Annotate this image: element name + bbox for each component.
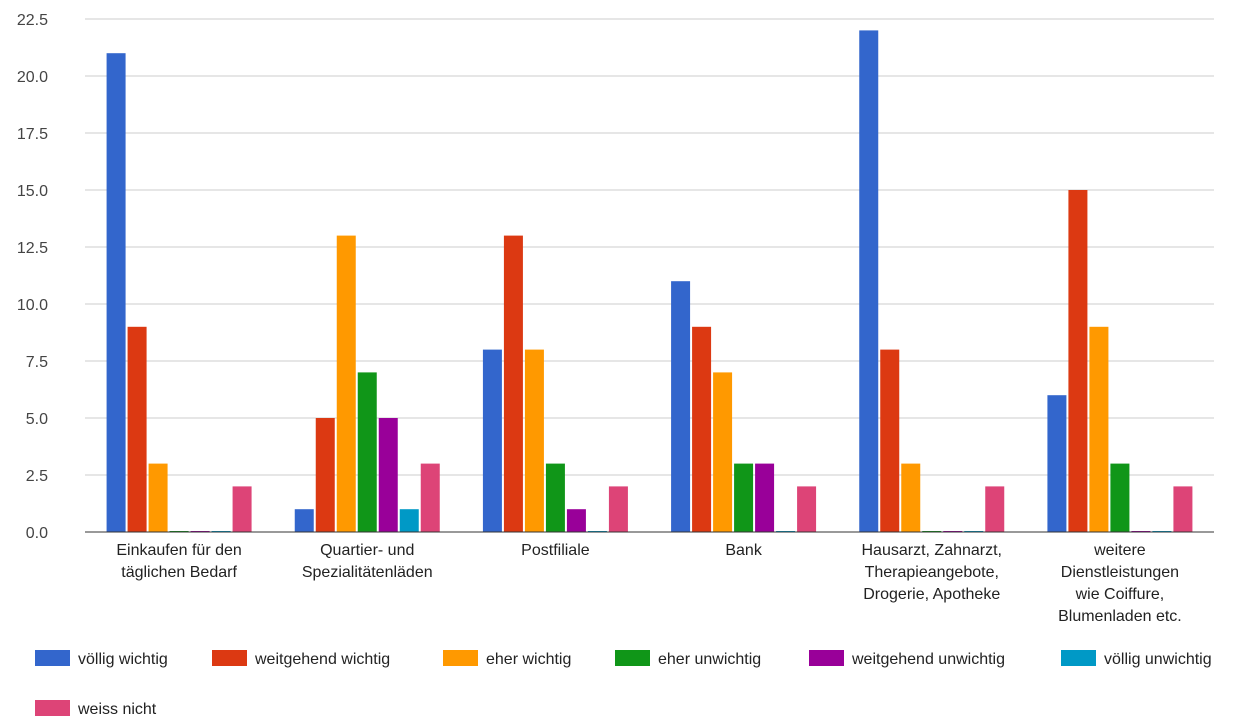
bar (294, 509, 314, 532)
bar (859, 30, 879, 533)
bar (336, 235, 356, 532)
y-tick-label: 12.5 (17, 240, 48, 257)
legend-swatch (615, 650, 650, 666)
legend-item: weitgehend unwichtig (809, 650, 1005, 668)
legend-label: weiss nicht (77, 701, 157, 718)
category-label: Einkaufen für den täglichen Bedarf (116, 542, 241, 581)
legend-item: eher wichtig (443, 650, 571, 668)
legend-item: völlig unwichtig (1061, 650, 1212, 668)
y-tick-label: 7.5 (26, 354, 48, 371)
bar (148, 463, 168, 532)
bar (503, 235, 523, 532)
bar (671, 281, 691, 532)
category-label: Bank (725, 542, 762, 559)
legend-label: eher unwichtig (658, 651, 761, 668)
y-axis-tick-labels: 0.0 2.5 5.0 7.5 10.0 12.5 15.0 17.5 20.0 22.5 (17, 12, 48, 542)
category-label: Hausarzt, Zahnarzt, Therapieangebote, Drog… (862, 542, 1003, 603)
legend-item: eher unwichtig (615, 650, 761, 668)
y-tick-label: 15.0 (17, 183, 48, 200)
bar (232, 486, 252, 532)
y-tick-label: 17.5 (17, 126, 48, 143)
bar (399, 509, 419, 532)
category-label: Postfiliale (521, 542, 590, 559)
bar (985, 486, 1005, 532)
bar (106, 53, 126, 532)
bar (1089, 326, 1109, 532)
bar (692, 326, 712, 532)
bar (1110, 463, 1130, 532)
y-tick-label: 10.0 (17, 297, 48, 314)
bar (1173, 486, 1193, 532)
legend-item: weiss nicht (35, 700, 157, 718)
bar (315, 418, 335, 532)
y-tick-label: 5.0 (26, 411, 48, 428)
bar (566, 509, 586, 532)
y-tick-label: 20.0 (17, 69, 48, 86)
grid-lines (85, 18, 1214, 476)
bar (880, 349, 900, 532)
bar (797, 486, 817, 532)
bar (524, 349, 544, 532)
legend-swatch (1061, 650, 1096, 666)
legend-label: weitgehend unwichtig (851, 651, 1005, 668)
legend-swatch (35, 700, 70, 716)
bar (127, 326, 147, 532)
legend-label: völlig unwichtig (1104, 651, 1212, 668)
legend-swatch (809, 650, 844, 666)
y-tick-label: 2.5 (26, 468, 48, 485)
bar (357, 372, 377, 532)
y-tick-label: 22.5 (17, 12, 48, 29)
legend-swatch (443, 650, 478, 666)
legend-item: weitgehend wichtig (212, 650, 390, 668)
bar (755, 463, 775, 532)
legend-label: eher wichtig (486, 651, 571, 668)
bar (545, 463, 565, 532)
bar (713, 372, 733, 532)
bars (106, 30, 1193, 533)
bar (1047, 395, 1067, 532)
category-labels: Einkaufen für den täglichen Bedarf Quartie… (116, 542, 1181, 625)
bar (734, 463, 754, 532)
bar (420, 463, 440, 532)
bar (378, 418, 398, 532)
category-label: Quartier- und Spezialitätenläden (302, 542, 433, 581)
bar (608, 486, 628, 532)
bar (901, 463, 921, 532)
bar (1068, 190, 1088, 532)
legend: völlig wichtig weitgehend wichtig eher wic… (35, 650, 1212, 718)
legend-item: völlig wichtig (35, 650, 168, 668)
legend-label: völlig wichtig (78, 651, 168, 668)
legend-swatch (212, 650, 247, 666)
legend-swatch (35, 650, 70, 666)
category-label: weitere Dienstleistungen wie Coiffure, Blum… (1058, 542, 1182, 625)
bar (482, 349, 502, 532)
y-tick-label: 0.0 (26, 525, 48, 542)
legend-label: weitgehend wichtig (254, 651, 390, 668)
